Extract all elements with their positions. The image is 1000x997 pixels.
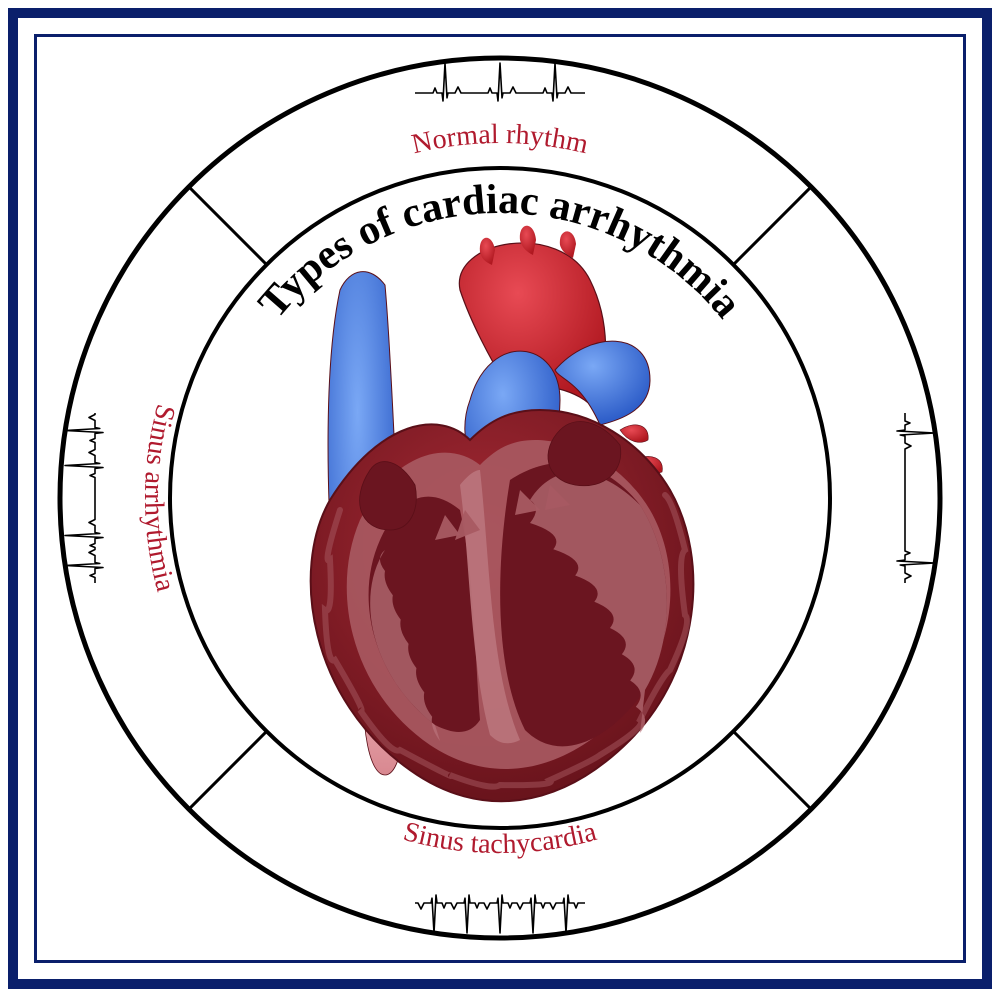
ecg-arrhythmia — [65, 413, 103, 583]
ecg-bradycardia — [897, 413, 935, 583]
segment-label-arrhythmia: Sinus arrhythmia — [138, 401, 181, 595]
diagram-canvas: Normal rhythm Sinus bradycardia Sinus ta… — [0, 0, 1000, 997]
ecg-tachycardia — [415, 895, 585, 933]
segment-label-normal: Normal rhythm — [409, 119, 591, 160]
heart-illustration — [311, 226, 694, 802]
ecg-normal — [415, 63, 585, 101]
segment-label-tachycardia: Sinus tachycardia — [400, 816, 600, 860]
